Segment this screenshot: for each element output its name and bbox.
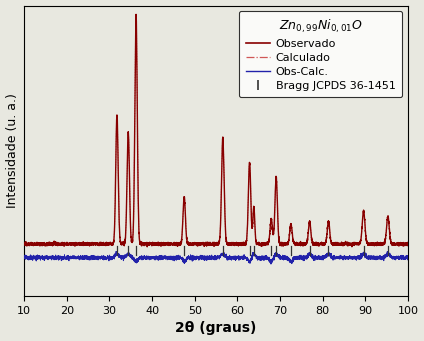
Obs-Calc. bbox=[114, 249, 119, 253]
Y-axis label: Intensidade (u. a.): Intensidade (u. a.) bbox=[6, 93, 19, 208]
Obs-Calc. bbox=[308, 252, 313, 256]
Calculado bbox=[308, 226, 313, 230]
Observado bbox=[145, 245, 150, 249]
Calculado bbox=[91, 242, 96, 246]
Observado bbox=[22, 242, 27, 246]
Obs-Calc. bbox=[91, 254, 96, 258]
Calculado bbox=[168, 242, 173, 246]
Calculado bbox=[337, 242, 342, 246]
Observado bbox=[168, 241, 173, 245]
Obs-Calc. bbox=[271, 254, 276, 258]
Calculado bbox=[252, 211, 257, 215]
Obs-Calc. bbox=[405, 255, 410, 259]
X-axis label: 2θ (graus): 2θ (graus) bbox=[176, 322, 257, 336]
Observado bbox=[252, 212, 257, 216]
Line: Observado: Observado bbox=[24, 14, 408, 247]
Calculado bbox=[22, 242, 27, 246]
Line: Calculado: Calculado bbox=[24, 15, 408, 244]
Obs-Calc. bbox=[338, 255, 343, 260]
Calculado bbox=[405, 242, 410, 246]
Calculado bbox=[271, 229, 276, 234]
Obs-Calc. bbox=[252, 252, 257, 256]
Observado bbox=[338, 241, 343, 246]
Legend: Observado, Calculado, Obs-Calc., Bragg JCPDS 36-1451: Observado, Calculado, Obs-Calc., Bragg J… bbox=[239, 11, 402, 98]
Observado bbox=[91, 243, 96, 247]
Observado bbox=[134, 12, 139, 16]
Observado bbox=[271, 228, 276, 233]
Calculado bbox=[134, 13, 139, 17]
Obs-Calc. bbox=[168, 256, 173, 260]
Obs-Calc. bbox=[22, 255, 27, 260]
Observado bbox=[308, 226, 313, 230]
Obs-Calc. bbox=[268, 262, 273, 266]
Line: Obs-Calc.: Obs-Calc. bbox=[24, 251, 408, 264]
Observado bbox=[405, 243, 410, 248]
